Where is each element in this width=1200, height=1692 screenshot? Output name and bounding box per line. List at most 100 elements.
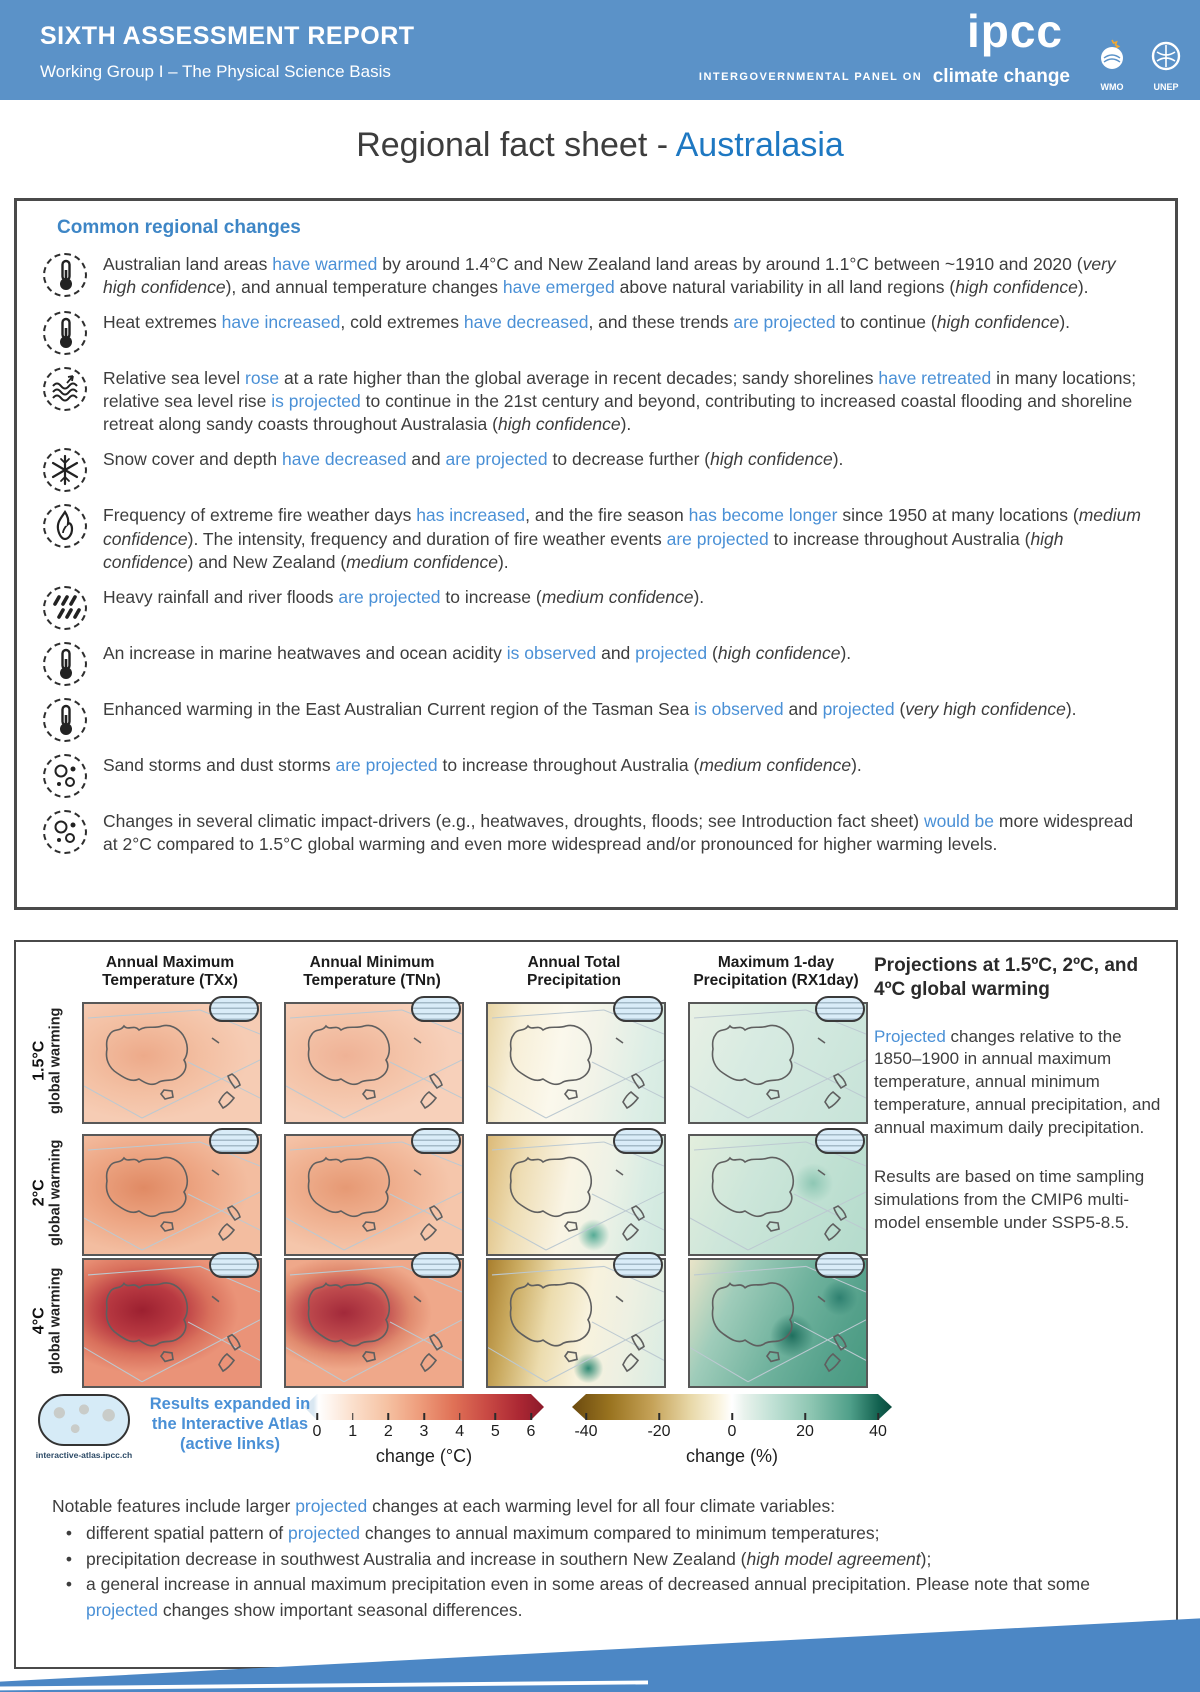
tick-label: 5 (490, 1423, 500, 1440)
notable-bullet: precipitation decrease in southwest Aust… (86, 1548, 932, 1569)
unep-emblem-icon (1151, 41, 1181, 71)
sidebar-paragraph: Projected changes relative to the 1850–1… (874, 1026, 1161, 1138)
australasia-coastline (84, 1265, 260, 1383)
interactive-atlas-badge[interactable] (411, 996, 461, 1022)
dust-storm-icon (43, 753, 87, 798)
warming-label: global warming (46, 1007, 63, 1115)
interactive-atlas-badge[interactable] (815, 996, 865, 1022)
bullet-marker: • (65, 1574, 73, 1595)
warming-level: 1.5°C (30, 1040, 48, 1082)
bullet-text: Australian land areas have warmed by aro… (103, 254, 1116, 298)
map-rx1day-2c (688, 1128, 868, 1256)
bullet-marker: • (65, 1523, 73, 1544)
interactive-atlas-badge[interactable] (613, 1128, 663, 1154)
map-rx1day-4c (688, 1252, 868, 1388)
thermometer-icon (43, 253, 87, 297)
interactive-atlas-badge[interactable] (815, 1252, 865, 1278)
tick-label: 6 (526, 1423, 536, 1440)
bullet-text: Frequency of extreme fire weather days h… (103, 505, 1141, 572)
colorbar-tick-labels: 0 1 2 3 4 5 6 (313, 1423, 536, 1443)
map-tnn-4c (284, 1252, 464, 1388)
bullet-text: Changes in several climatic impact-drive… (103, 810, 1134, 854)
list-item: Frequency of extreme fire weather days h… (43, 504, 1149, 573)
projections-sidebar: Projections at 1.5ºC, 2ºC, and 4ºC globa… (874, 954, 1170, 1261)
colorbar-percent: -40 -20 0 20 40 change (%) (572, 1394, 892, 1472)
interactive-atlas-icon[interactable] (38, 1394, 130, 1446)
fire-icon (43, 504, 87, 549)
tick-label: 3 (419, 1423, 429, 1440)
list-item: Heat extremes have increased, cold extre… (43, 311, 1149, 356)
colorbar-temperature: 0 1 2 3 4 5 6 change (°C) (304, 1394, 544, 1472)
bullet-text: An increase in marine heatwaves and ocea… (103, 642, 852, 663)
map-txx-4c (82, 1252, 262, 1388)
unep-label: UNEP (1153, 82, 1179, 92)
report-subtitle: Working Group I – The Physical Science B… (40, 62, 391, 81)
list-item: Australian land areas have warmed by aro… (43, 253, 1149, 299)
wmo-label: WMO (1100, 82, 1124, 92)
unep-logo: UNEP (1142, 36, 1190, 92)
list-item: • a general increase in annual maximum p… (52, 1572, 1158, 1623)
tick-label: 1 (348, 1423, 358, 1440)
column-header-txx: Annual Maximum Temperature (TXx) (102, 954, 238, 989)
ipcc-tagline: INTERGOVERNMENTAL PANEL ON climate chang… (640, 66, 1070, 88)
sidebar-paragraph: Results are based on time sampling simul… (874, 1167, 1145, 1233)
atlas-url[interactable]: interactive-atlas.ipcc.ch (35, 1450, 133, 1460)
column-header-rx1day: Maximum 1-day Precipitation (RX1day) (693, 954, 859, 989)
common-changes-box: Common regional changes Australian land … (14, 198, 1178, 910)
interactive-atlas-badge[interactable] (613, 1252, 663, 1278)
tick-label: 40 (869, 1423, 887, 1440)
list-item: Enhanced warming in the East Australian … (43, 697, 1149, 742)
bullet-text: Heavy rainfall and river floods are proj… (103, 586, 705, 607)
tick-label: 20 (796, 1423, 814, 1440)
map-tnn-2c (284, 1128, 464, 1256)
map-precip-2c (486, 1128, 666, 1256)
australasia-coastline (488, 1265, 664, 1383)
bullet-text: Sand storms and dust storms are projecte… (103, 754, 862, 775)
list-item: Changes in several climatic impact-drive… (43, 809, 1149, 856)
interactive-atlas-badge[interactable] (209, 996, 259, 1022)
notable-features: Notable features include larger projecte… (52, 1494, 1158, 1623)
notable-bullet: a general increase in annual maximum pre… (86, 1574, 1090, 1620)
impact-drivers-icon (43, 809, 87, 854)
page-title-prefix: Regional fact sheet - (356, 126, 669, 164)
australasia-coastline (690, 1265, 866, 1383)
wmo-emblem-icon (1101, 39, 1123, 69)
tick-label: 0 (312, 1423, 322, 1440)
thermometer-icon (43, 311, 87, 356)
warming-label: global warming (46, 1139, 63, 1247)
interactive-atlas-badge[interactable] (209, 1252, 259, 1278)
page-title-region: Australasia (675, 126, 844, 164)
tick-label: -20 (647, 1423, 671, 1440)
bullet-marker: • (65, 1548, 73, 1569)
list-item: • precipitation decrease in southwest Au… (52, 1547, 1158, 1572)
list-item: An increase in marine heatwaves and ocea… (43, 641, 1149, 686)
list-item: Relative sea level rose at a rate higher… (43, 367, 1149, 436)
bullet-text: Enhanced warming in the East Australian … (103, 698, 1077, 719)
interactive-atlas-badge[interactable] (411, 1128, 461, 1154)
bullet-text: Heat extremes have increased, cold extre… (103, 312, 1071, 333)
sidebar-heading: Projections at 1.5ºC, 2ºC, and 4ºC globa… (874, 955, 1139, 1000)
warming-label: global warming (46, 1267, 63, 1375)
common-changes-heading: Common regional changes (57, 217, 301, 238)
ipcc-tagline-small: INTERGOVERNMENTAL PANEL ON (698, 71, 923, 83)
tick-label: -40 (574, 1423, 598, 1440)
colorbar-temperature-label: change (°C) (375, 1446, 473, 1466)
colorbar-tick-labels: -40 -20 0 20 40 (574, 1423, 886, 1443)
row-label-2c: 2°C global warming (18, 1134, 76, 1252)
map-tnn-1-5c (284, 996, 464, 1124)
interactive-atlas-badge[interactable] (815, 1128, 865, 1154)
row-label-1-5c: 1.5°C global warming (18, 1002, 76, 1120)
warming-level: 2°C (30, 1179, 48, 1207)
thermometer-icon (43, 641, 87, 686)
report-title: SIXTH ASSESSMENT REPORT (40, 22, 415, 50)
report-header: SIXTH ASSESSMENT REPORT Working Group I … (0, 0, 1200, 100)
colorbar-tick-marks (585, 1413, 879, 1420)
snowflake-icon (43, 448, 87, 493)
thermometer-icon (43, 697, 87, 742)
interactive-atlas-badge[interactable] (411, 1252, 461, 1278)
projections-box: Annual Maximum Temperature (TXx) Annual … (14, 940, 1178, 1669)
map-rx1day-1-5c (688, 996, 868, 1124)
interactive-atlas-badge[interactable] (209, 1128, 259, 1154)
interactive-atlas-badge[interactable] (613, 996, 663, 1022)
ipcc-logo: ipcc (966, 5, 1064, 57)
